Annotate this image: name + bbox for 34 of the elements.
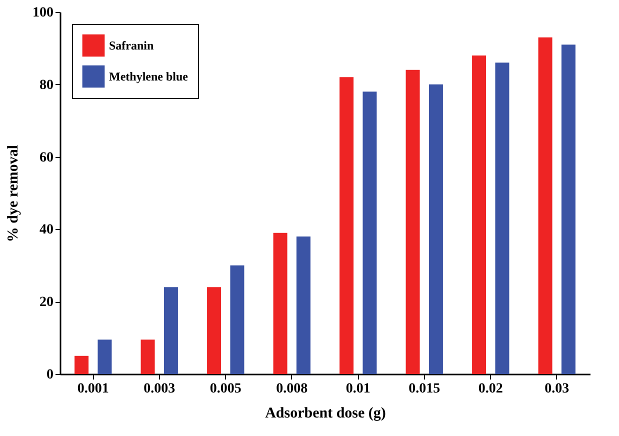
bar [495,62,510,374]
legend-label: Methylene blue [109,70,189,84]
bar [273,232,288,374]
x-tick-label: 0.03 [544,382,570,396]
bar [362,92,377,374]
bar [472,55,486,374]
bar [207,287,222,374]
x-tick-label: 0.001 [77,382,109,396]
bar [74,356,89,374]
y-tick-label: 80 [40,78,54,93]
x-tick-label: 0.01 [346,382,370,396]
bar [406,70,420,374]
x-tick-label: 0.005 [210,382,242,396]
y-tick-label: 100 [32,6,54,20]
bar [538,37,552,374]
x-tick-label: 0.02 [478,382,503,396]
bar [340,77,354,374]
y-tick-label: 60 [40,150,54,166]
y-axis-title: % dye removal [6,144,22,242]
bar [98,340,112,374]
x-tick-label: 0.003 [144,382,176,396]
bar [561,44,576,374]
bar [140,340,155,374]
y-tick-label: 40 [40,222,54,238]
legend-label: Safranin [109,38,154,52]
y-tick-label: 20 [40,295,54,310]
x-tick-label: 0.015 [408,382,440,396]
y-tick-label: 0 [46,368,54,382]
bar [230,265,244,374]
x-tick-label: 0.008 [276,382,308,396]
x-axis-title: Adsorbent dose (g) [265,406,386,422]
bar [296,236,310,374]
bar [428,84,443,374]
bar [164,287,178,374]
